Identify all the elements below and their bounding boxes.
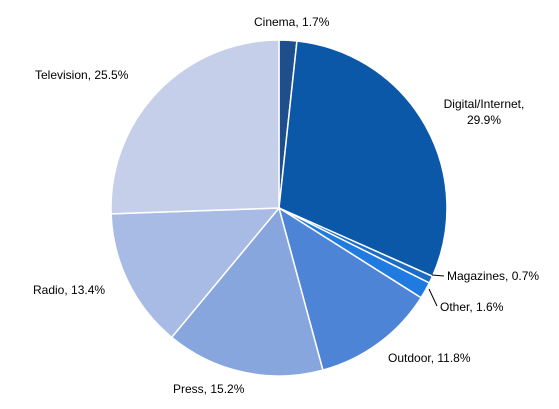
slice-label-other: Other, 1.6% [440,300,504,314]
slice-label-magazines: Magazines, 0.7% [447,269,539,283]
pie-slice-press [170,206,324,377]
pie-slice-radio [110,207,281,339]
slice-label-television: Television, 25.5% [35,68,129,82]
leader-line-magazines [431,274,445,277]
slice-label-cinema: Cinema, 1.7% [254,15,330,29]
slice-label-digital-internet: Digital/Internet, 29.9% [444,97,525,127]
slice-label-press: Press, 15.2% [173,382,245,396]
pie-slice-outdoor [277,206,423,372]
pie-slice-television [110,39,280,215]
slice-label-outdoor: Outdoor, 11.8% [388,351,471,365]
leader-line-other [428,288,438,307]
slice-label-radio: Radio, 13.4% [33,283,105,297]
pie-slice-digital-internet [278,40,448,278]
